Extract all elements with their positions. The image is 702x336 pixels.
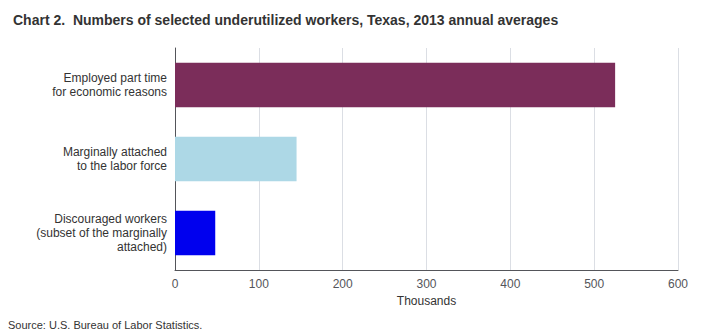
svg-text:400: 400 — [500, 277, 520, 291]
svg-text:0: 0 — [172, 277, 179, 291]
svg-text:(subset of the marginally: (subset of the marginally — [36, 226, 167, 240]
svg-text:Source: U.S. Bureau of Labor S: Source: U.S. Bureau of Labor Statistics. — [8, 319, 202, 331]
svg-text:500: 500 — [584, 277, 604, 291]
svg-text:attached): attached) — [117, 240, 167, 254]
svg-text:100: 100 — [249, 277, 269, 291]
svg-text:600: 600 — [668, 277, 688, 291]
svg-text:Thousands: Thousands — [397, 294, 456, 308]
svg-text:Employed part time: Employed part time — [64, 71, 168, 85]
svg-text:Chart 2. Numbers of selected: Chart 2. Numbers of selected underutiliz… — [13, 12, 558, 28]
svg-text:Marginally attached: Marginally attached — [63, 145, 167, 159]
svg-text:200: 200 — [333, 277, 353, 291]
svg-text:for economic reasons: for economic reasons — [52, 85, 167, 99]
svg-text:Discouraged workers: Discouraged workers — [54, 212, 167, 226]
svg-text:to the labor force: to the labor force — [77, 159, 167, 173]
svg-text:300: 300 — [416, 277, 436, 291]
